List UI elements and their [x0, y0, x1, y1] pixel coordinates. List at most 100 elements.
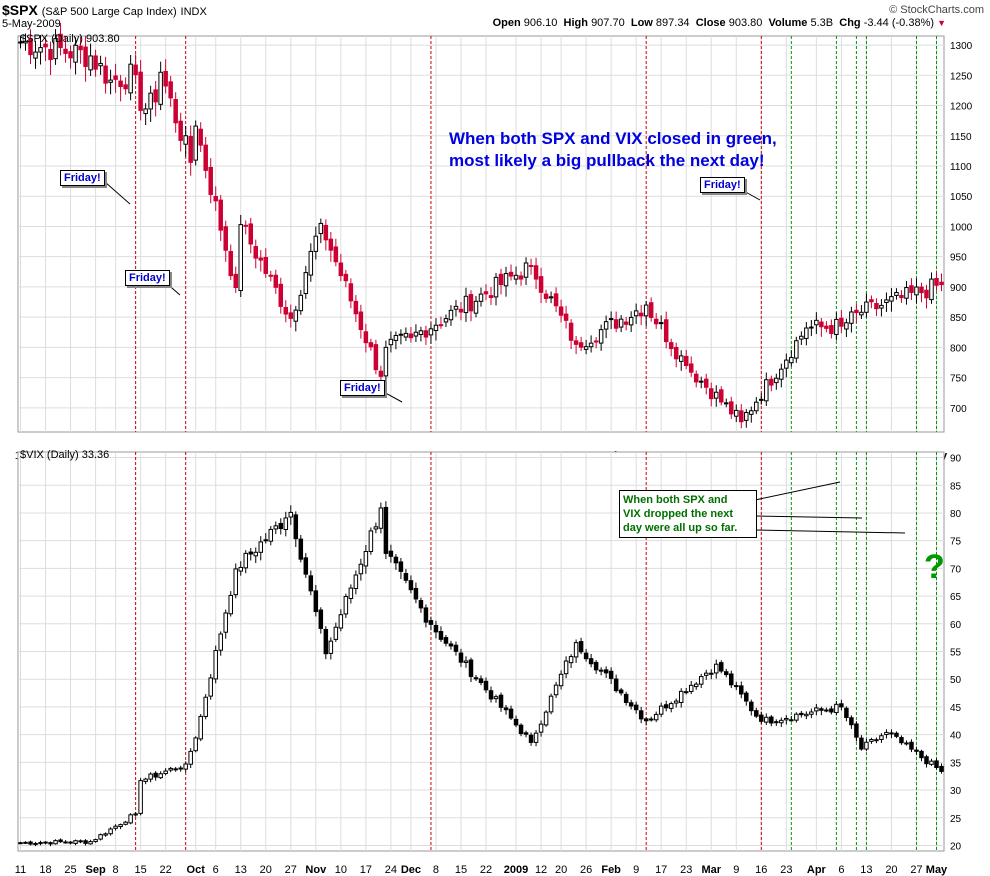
candle-body — [378, 370, 384, 377]
candle-body — [714, 663, 719, 674]
candle-body — [448, 309, 454, 321]
candle-body — [333, 626, 339, 640]
candle-body — [113, 825, 118, 829]
candle-body — [528, 264, 534, 267]
candle-body — [43, 43, 48, 48]
candle-body — [708, 388, 714, 400]
candle-body — [323, 628, 329, 655]
candle-body — [178, 767, 183, 770]
candle-body — [678, 355, 684, 362]
candle-body — [278, 283, 284, 307]
candle-body — [618, 318, 624, 328]
chart-title: $SPX (S&P 500 Large Cap Index) INDX — [2, 2, 207, 18]
x-tick-label: Mar — [701, 864, 721, 876]
x-tick-label: 15 — [455, 864, 467, 876]
vix-annotation-line2: VIX dropped the next — [623, 508, 734, 520]
candle-body — [623, 321, 629, 325]
panel-label: $VIX (Daily) 33.36 — [20, 449, 109, 461]
candle-body — [633, 704, 639, 711]
chg-label: Chg — [839, 17, 861, 29]
vix-callout-pointer — [754, 481, 841, 501]
candle-body — [128, 63, 133, 94]
close-value: 903.80 — [728, 17, 763, 29]
candle-body — [849, 717, 854, 726]
candle-body — [173, 768, 178, 771]
candle-body — [749, 701, 754, 712]
candle-body — [648, 302, 654, 318]
y-tick-label: 750 — [950, 374, 967, 385]
candle-body — [523, 262, 529, 278]
candle-body — [493, 696, 499, 700]
candle-body — [653, 318, 659, 325]
candle-body — [83, 46, 88, 67]
candle-body — [754, 401, 759, 412]
candle-body — [658, 705, 664, 715]
candle-body — [93, 839, 98, 843]
candle-body — [568, 322, 574, 341]
vix-annotation-line1: When both SPX and — [623, 494, 728, 506]
candle-body — [248, 551, 254, 555]
candle-body — [688, 684, 694, 692]
candle-body — [373, 526, 379, 530]
candle-body — [919, 286, 924, 294]
candle-body — [188, 135, 193, 163]
candle-body — [193, 125, 198, 161]
y-tick-label: 85 — [950, 481, 962, 492]
candle-body — [869, 299, 874, 303]
candle-body — [298, 538, 304, 560]
candle-body — [278, 522, 284, 530]
candle-body — [744, 411, 749, 421]
candle-body — [673, 700, 679, 704]
y-tick-label: 80 — [950, 509, 962, 520]
down-arrow-icon: ▼ — [937, 18, 946, 28]
candle-body — [518, 724, 524, 735]
candle-body — [724, 402, 729, 405]
candle-body — [478, 678, 484, 684]
candle-body — [63, 48, 68, 54]
candle-body — [874, 739, 879, 742]
candle-body — [638, 710, 644, 720]
candle-body — [438, 631, 444, 640]
candle-body — [558, 306, 564, 316]
candle-body — [483, 680, 489, 691]
candle-body — [358, 311, 364, 331]
candle-body — [288, 511, 294, 518]
candle-body — [18, 842, 23, 845]
candle-body — [899, 294, 904, 299]
candle-body — [313, 235, 319, 252]
candle-body — [153, 89, 158, 103]
candle-body — [558, 673, 564, 687]
candle-body — [83, 840, 88, 844]
candle-body — [383, 506, 389, 554]
candle-body — [824, 325, 829, 329]
candle-body — [749, 410, 754, 415]
candle-body — [103, 65, 108, 84]
volume-label: Volume — [768, 17, 808, 29]
candle-body — [388, 338, 394, 346]
candle-body — [463, 295, 469, 314]
candle-body — [133, 64, 138, 76]
vix-callout-pointer — [754, 515, 863, 519]
candle-body — [358, 563, 364, 575]
y-tick-label: 75 — [950, 537, 962, 548]
candle-body — [98, 62, 103, 67]
candle-body — [598, 329, 604, 344]
candle-body — [899, 737, 904, 744]
candle-body — [493, 276, 499, 298]
candle-body — [408, 333, 414, 339]
candle-body — [864, 741, 869, 750]
candle-body — [313, 590, 319, 613]
x-tick-label: 22 — [480, 864, 492, 876]
x-tick-label: 17 — [655, 864, 667, 876]
candle-body — [328, 640, 334, 654]
candle-body — [759, 714, 764, 722]
candle-body — [563, 313, 569, 321]
candle-body — [283, 307, 289, 315]
candle-body — [894, 291, 899, 296]
candle-body — [388, 550, 394, 557]
candle-body — [513, 274, 519, 280]
candle-body — [78, 840, 83, 843]
candle-body — [914, 286, 919, 296]
candle-body — [73, 840, 78, 844]
candle-body — [108, 828, 113, 835]
